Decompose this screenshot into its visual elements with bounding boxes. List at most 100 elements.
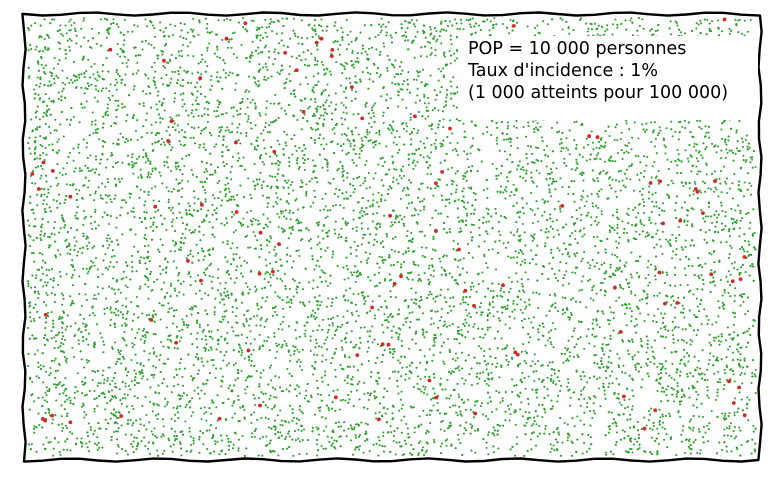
healthy-point (310, 315, 313, 318)
healthy-point (103, 141, 106, 144)
healthy-point (608, 425, 611, 428)
healthy-point (345, 289, 348, 292)
healthy-point (417, 75, 420, 78)
healthy-point (403, 224, 406, 227)
healthy-point (672, 182, 675, 185)
healthy-point (56, 283, 60, 286)
healthy-point (266, 225, 269, 228)
healthy-point (579, 219, 582, 222)
healthy-point (43, 18, 46, 21)
healthy-point (480, 347, 483, 350)
healthy-point (232, 364, 235, 367)
healthy-point (734, 312, 737, 315)
healthy-point (58, 381, 62, 384)
healthy-point (324, 205, 327, 208)
healthy-point (217, 19, 220, 22)
healthy-point (352, 66, 355, 69)
healthy-point (524, 135, 528, 138)
healthy-point (91, 227, 94, 231)
healthy-point (277, 164, 280, 167)
healthy-point (388, 273, 391, 276)
healthy-point (292, 353, 296, 356)
healthy-point (219, 282, 222, 285)
healthy-point (432, 438, 436, 441)
healthy-point (733, 380, 736, 383)
healthy-point (440, 307, 443, 311)
healthy-point (206, 65, 209, 68)
healthy-point (87, 58, 90, 61)
healthy-point (299, 360, 302, 364)
healthy-point (131, 254, 134, 257)
healthy-point (33, 431, 36, 434)
healthy-point (465, 421, 468, 424)
healthy-point (417, 71, 420, 74)
healthy-point (406, 39, 410, 42)
healthy-point (623, 430, 626, 433)
healthy-point (314, 361, 317, 364)
healthy-point (558, 379, 561, 382)
healthy-point (432, 275, 435, 278)
healthy-point (354, 126, 357, 129)
healthy-point (65, 161, 69, 165)
healthy-point (731, 151, 734, 154)
healthy-point (196, 346, 199, 349)
healthy-point (228, 38, 231, 41)
healthy-point (206, 108, 209, 111)
healthy-point (408, 179, 411, 182)
healthy-point (117, 445, 120, 448)
healthy-point (321, 166, 324, 169)
healthy-point (354, 343, 358, 346)
healthy-point (565, 164, 568, 167)
healthy-point (481, 271, 484, 274)
healthy-point (184, 406, 187, 409)
healthy-point (156, 94, 159, 97)
healthy-point (732, 159, 735, 162)
healthy-point (550, 374, 553, 377)
healthy-point (351, 313, 354, 316)
healthy-point (422, 391, 426, 394)
healthy-point (467, 243, 470, 246)
healthy-point (630, 148, 633, 151)
healthy-point (621, 157, 624, 160)
healthy-point (318, 409, 321, 412)
healthy-point (88, 241, 91, 244)
healthy-point (515, 201, 518, 205)
healthy-point (170, 149, 173, 152)
healthy-point (419, 279, 422, 282)
healthy-point (56, 369, 59, 372)
healthy-point (257, 46, 260, 49)
healthy-point (40, 63, 43, 66)
healthy-point (316, 48, 319, 51)
healthy-point (393, 370, 397, 373)
healthy-point (276, 71, 279, 74)
healthy-point (446, 288, 450, 291)
healthy-point (598, 326, 601, 329)
healthy-point (544, 242, 547, 245)
healthy-point (345, 240, 348, 243)
healthy-point (46, 294, 49, 297)
healthy-point (147, 190, 150, 193)
healthy-point (154, 210, 157, 213)
healthy-point (647, 409, 651, 413)
healthy-point (698, 373, 701, 376)
healthy-point (733, 437, 736, 440)
healthy-point (360, 222, 363, 225)
healthy-point (89, 222, 92, 225)
healthy-point (455, 150, 458, 153)
healthy-point (173, 376, 176, 379)
healthy-point (451, 357, 455, 361)
healthy-point (285, 77, 288, 81)
healthy-point (534, 444, 538, 447)
healthy-point (462, 296, 465, 299)
healthy-point (377, 271, 380, 274)
healthy-point (371, 341, 374, 344)
healthy-point (99, 332, 102, 335)
healthy-point (418, 99, 421, 102)
healthy-point (135, 270, 138, 273)
healthy-point (88, 389, 91, 393)
healthy-point (82, 232, 85, 235)
healthy-point (285, 301, 288, 304)
healthy-point (131, 319, 134, 322)
healthy-point (357, 133, 360, 136)
healthy-point (313, 19, 317, 22)
